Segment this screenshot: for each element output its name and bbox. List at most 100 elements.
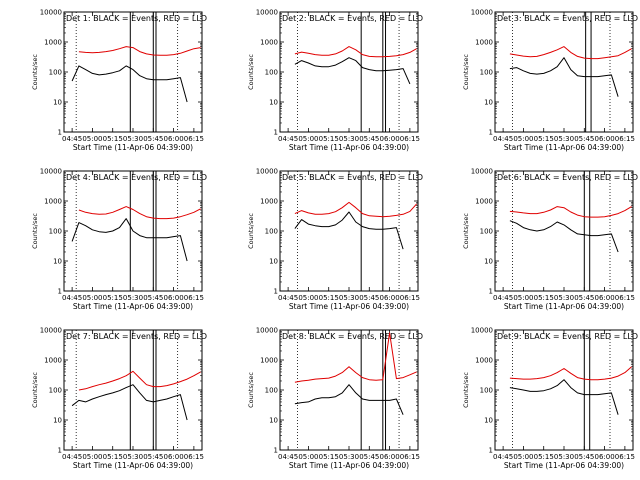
y-tick-label: 100: [49, 69, 62, 77]
x-tick-label: 06:15: [400, 135, 420, 143]
plot-frame: [63, 329, 203, 451]
x-tick-label: 04:45: [278, 453, 298, 461]
y-tick-label: 100: [265, 387, 278, 395]
y-axis-label: Counts/sec: [247, 54, 255, 90]
y-tick-label: 10000: [256, 168, 278, 176]
x-tick-label: 05:45: [143, 453, 163, 461]
y-tick-label: 1: [274, 288, 278, 296]
series-line-events: [71, 65, 188, 103]
plot-frame: [279, 329, 419, 451]
y-axis-label: Counts/sec: [462, 213, 470, 249]
x-tick-label: 06:00: [163, 294, 183, 302]
x-tick-label: 05:15: [103, 453, 123, 461]
x-tick-label: 05:30: [123, 135, 143, 143]
x-tick-label: 06:15: [615, 135, 635, 143]
x-tick-label: 05:00: [298, 294, 318, 302]
y-tick-label: 100: [49, 387, 62, 395]
plot-frame: [63, 11, 203, 133]
y-tick-label: 1000: [475, 357, 493, 365]
y-tick-label: 1: [489, 288, 493, 296]
series-line-lld: [78, 370, 201, 391]
series-line-lld: [509, 366, 632, 381]
panel-title: Det 3: BLACK = Events, RED = LLD: [497, 14, 638, 23]
x-tick-label: 04:45: [62, 135, 82, 143]
y-tick-label: 1000: [44, 357, 62, 365]
y-tick-label: 10000: [471, 9, 493, 17]
plot-frame: [494, 170, 634, 292]
y-tick-label: 1000: [260, 357, 278, 365]
x-tick-label: 05:00: [82, 294, 102, 302]
y-tick-label: 1000: [260, 198, 278, 206]
x-tick-label: 05:45: [143, 135, 163, 143]
y-tick-label: 1: [274, 447, 278, 455]
x-tick-label: 06:00: [594, 294, 614, 302]
x-tick-label: 05:30: [554, 135, 574, 143]
x-tick-label: 05:15: [103, 294, 123, 302]
x-tick-label: 05:00: [513, 453, 533, 461]
y-tick-label: 1: [58, 447, 62, 455]
plot-frame: [494, 11, 634, 133]
y-tick-label: 10: [484, 258, 493, 266]
y-axis-label: Counts/sec: [247, 213, 255, 249]
series-line-lld: [78, 206, 201, 220]
series-line-events: [294, 384, 404, 415]
y-axis-label: Counts/sec: [31, 213, 39, 249]
y-tick-label: 10: [53, 258, 62, 266]
x-tick-label: 06:00: [379, 453, 399, 461]
x-tick-label: 05:00: [82, 453, 102, 461]
x-tick-label: 04:45: [493, 135, 513, 143]
x-axis-label: Start Time (11-Apr-06 04:39:00): [289, 461, 409, 470]
x-axis-label: Start Time (11-Apr-06 04:39:00): [289, 143, 409, 152]
series-line-lld: [78, 46, 201, 56]
x-tick-label: 05:15: [319, 453, 339, 461]
detector-panel-5: Det 5: BLACK = Events, RED = LLD Counts/s…: [247, 168, 423, 312]
y-tick-label: 10000: [40, 9, 62, 17]
x-tick-label: 06:00: [594, 453, 614, 461]
x-tick-label: 05:30: [554, 294, 574, 302]
y-tick-label: 100: [480, 69, 493, 77]
y-axis-label: Counts/sec: [31, 54, 39, 90]
y-tick-label: 1: [274, 129, 278, 137]
x-tick-label: 05:30: [123, 294, 143, 302]
x-tick-label: 06:15: [184, 294, 204, 302]
x-tick-label: 05:30: [339, 453, 359, 461]
x-tick-label: 05:45: [359, 453, 379, 461]
x-tick-label: 04:45: [493, 294, 513, 302]
x-tick-label: 06:15: [615, 294, 635, 302]
x-tick-label: 05:30: [123, 453, 143, 461]
y-tick-label: 10000: [471, 168, 493, 176]
x-tick-label: 05:30: [339, 135, 359, 143]
series-line-lld: [509, 206, 632, 218]
x-tick-label: 05:15: [534, 453, 554, 461]
x-tick-label: 04:45: [493, 453, 513, 461]
y-tick-label: 1000: [475, 39, 493, 47]
y-axis-label: Counts/sec: [462, 372, 470, 408]
x-tick-label: 05:45: [143, 294, 163, 302]
series-line-lld: [294, 46, 417, 58]
y-tick-label: 10: [269, 258, 278, 266]
panel-title: Det 8: BLACK = Events, RED = LLD: [282, 332, 423, 341]
y-tick-label: 1: [489, 447, 493, 455]
x-axis-label: Start Time (11-Apr-06 04:39:00): [504, 302, 624, 311]
y-axis-label: Counts/sec: [31, 372, 39, 408]
panel-title: Det 7: BLACK = Events, RED = LLD: [66, 332, 207, 341]
detector-panel-7: Det 7: BLACK = Events, RED = LLD Counts/s…: [31, 327, 207, 471]
panel-title: Det 4: BLACK = Events, RED = LLD: [66, 173, 207, 182]
series-line-events: [509, 57, 619, 97]
x-tick-label: 06:15: [400, 453, 420, 461]
x-tick-label: 06:00: [163, 453, 183, 461]
y-tick-label: 1: [489, 129, 493, 137]
panel-title: Det 9: BLACK = Events, RED = LLD: [497, 332, 638, 341]
panel-title: Det 6: BLACK = Events, RED = LLD: [497, 173, 638, 182]
y-tick-label: 10000: [40, 168, 62, 176]
series-line-events: [294, 211, 404, 250]
x-tick-label: 06:15: [184, 453, 204, 461]
x-tick-label: 06:00: [594, 135, 614, 143]
x-tick-label: 05:15: [534, 135, 554, 143]
x-tick-label: 05:45: [574, 294, 594, 302]
x-tick-label: 05:30: [554, 453, 574, 461]
y-tick-label: 1: [58, 288, 62, 296]
plot-frame: [494, 329, 634, 451]
detector-panel-4: Det 4: BLACK = Events, RED = LLD Counts/s…: [31, 168, 207, 312]
